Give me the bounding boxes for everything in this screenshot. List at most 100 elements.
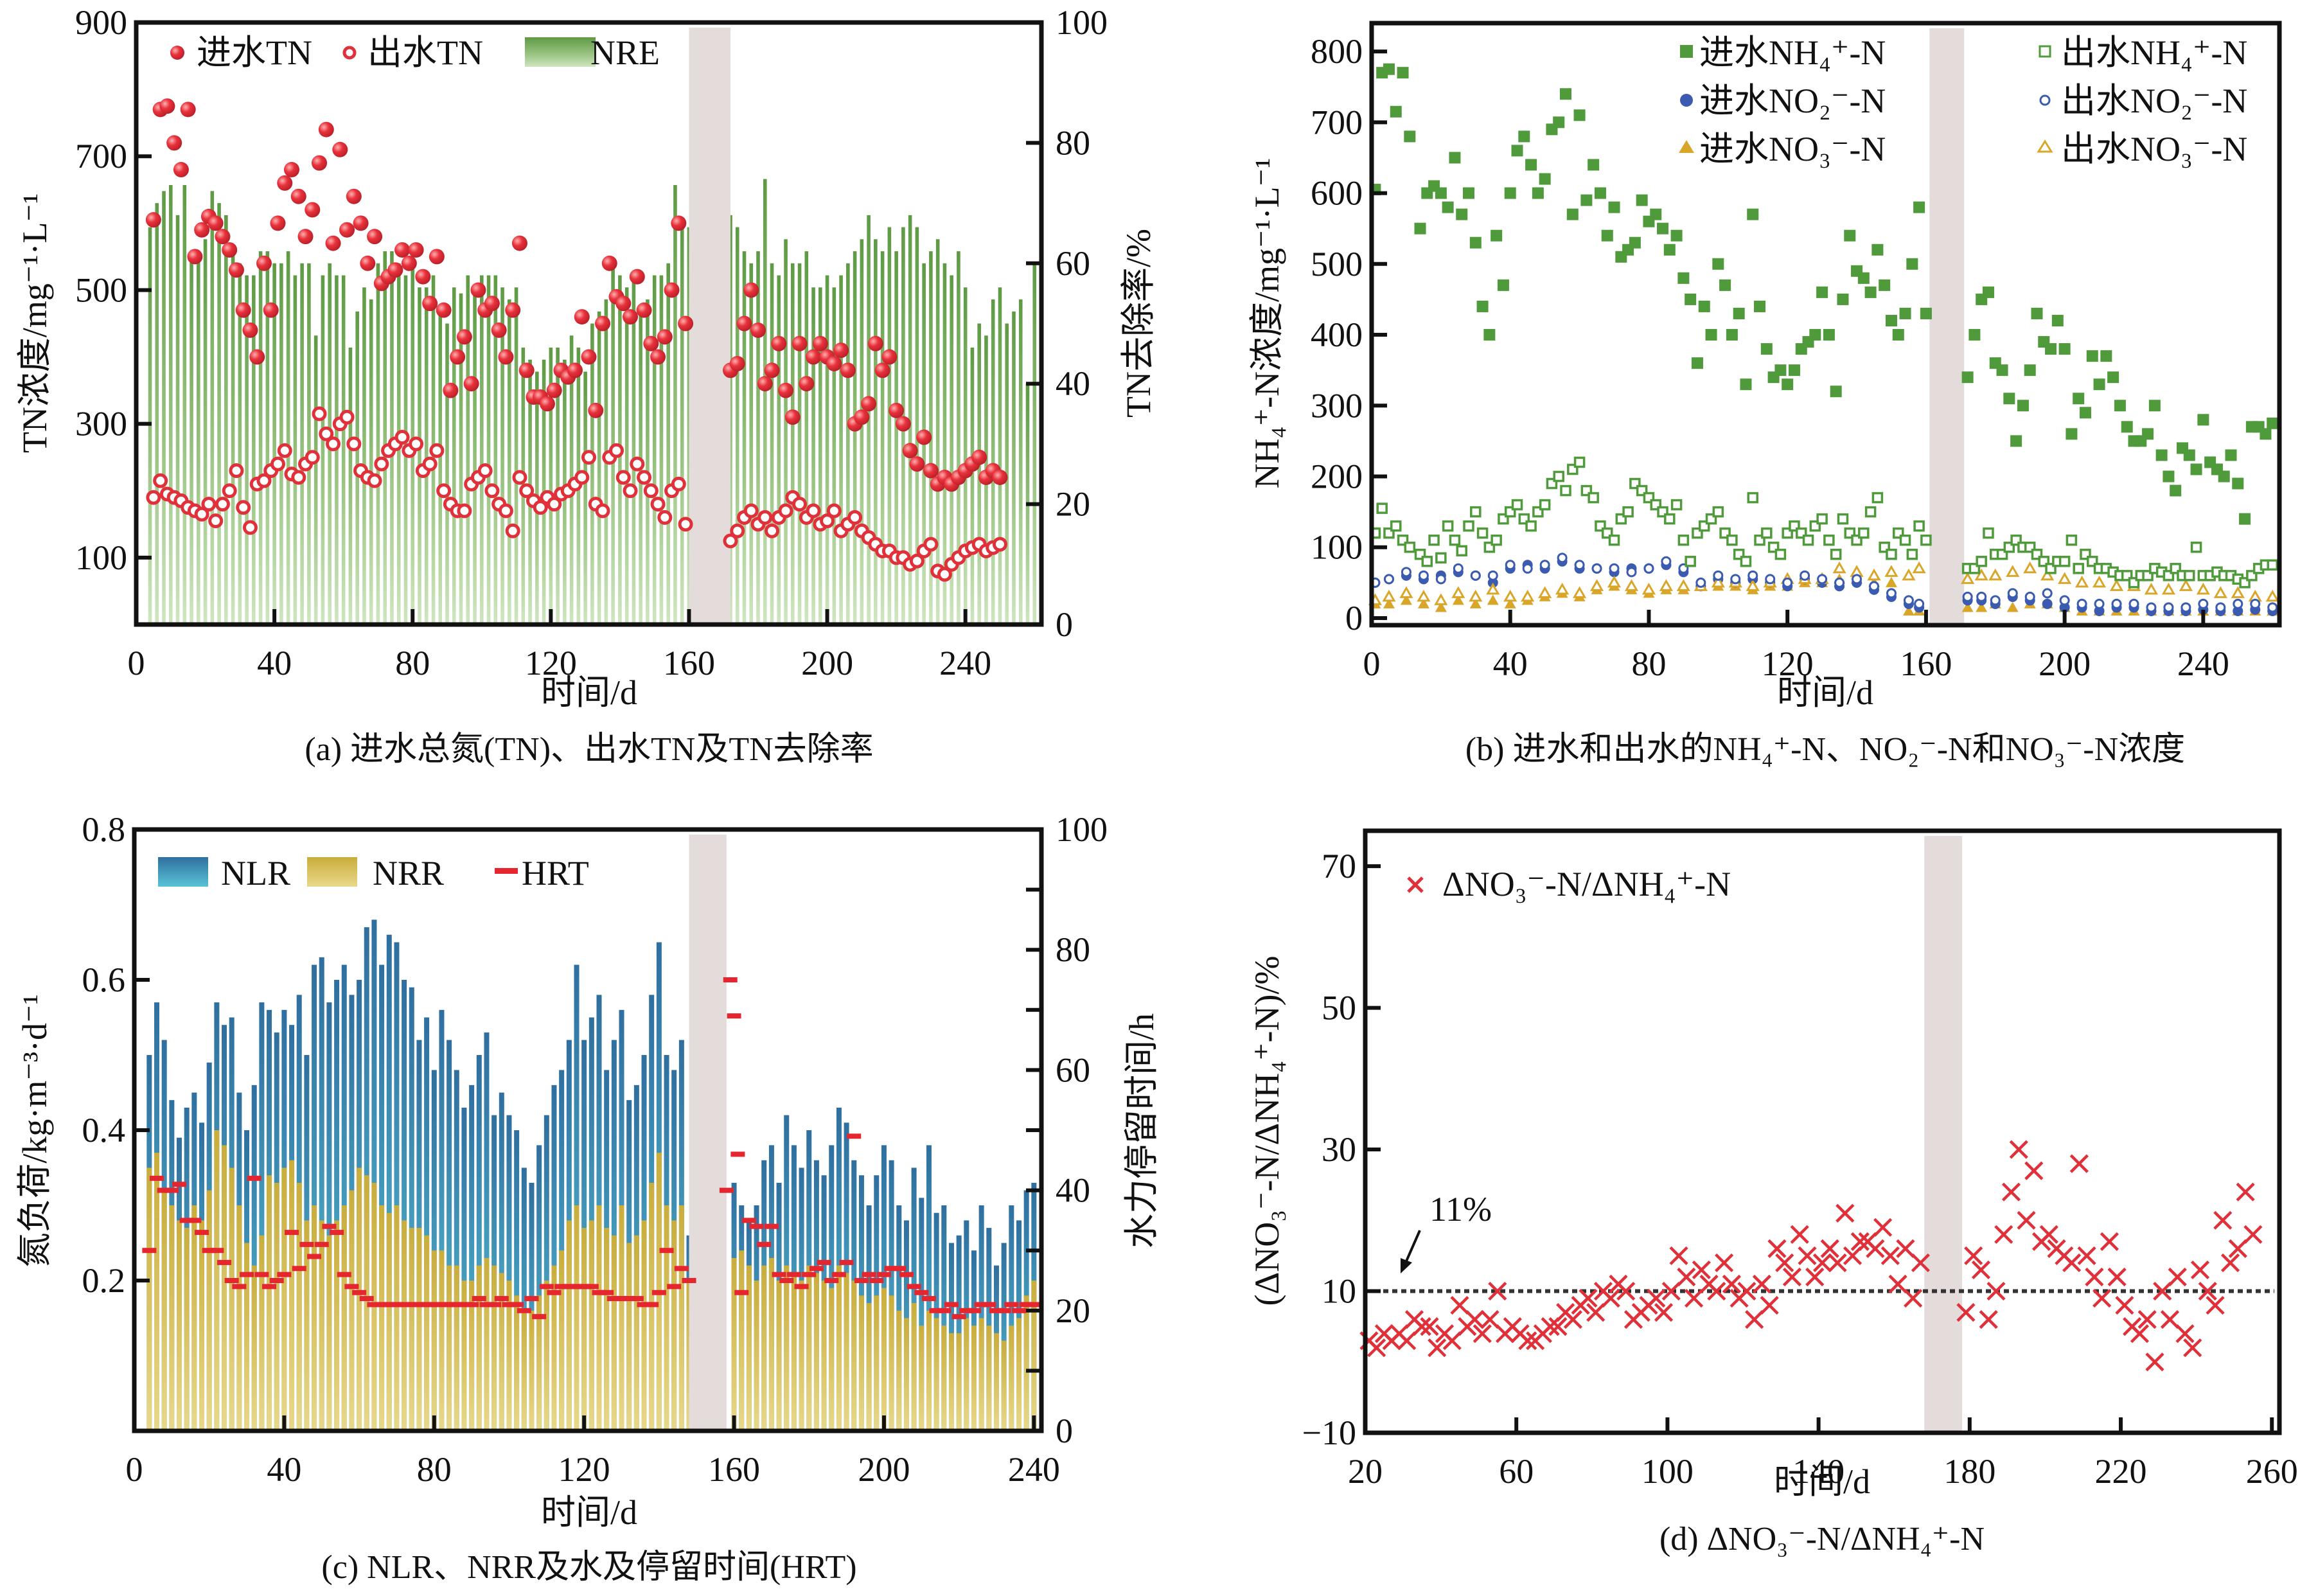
nrr-bar [919,1326,924,1431]
influent-tn-point [312,155,328,171]
nrr-bar [768,1257,774,1431]
caption: (d) ΔNO₃⁻-N/ΔNH₄⁺-N [1659,1521,1985,1557]
influent-tn-point [318,121,334,137]
hrt-mark [254,1272,269,1277]
influent-nh4-point [1982,286,1994,298]
hrt-mark [996,1308,1011,1313]
influent-tn-point [339,222,355,238]
effluent-no3-point [1884,565,1898,577]
effluent-no2-point [1852,574,1862,585]
legend: ΔNO₃⁻-N/ΔNH₄⁺-N [1407,865,1731,903]
hrt-mark [1027,1302,1041,1308]
influent-nh4-point [1879,279,1891,291]
hrt-mark [884,1266,899,1272]
ratio-point [1465,1310,1485,1329]
nrr-bar [986,1326,992,1431]
y-axis-title: TN浓度/mg⁻¹·L⁻¹ [15,193,54,453]
hrt-mark [247,1175,261,1181]
x-tick-label: 40 [257,644,292,682]
effluent-nh4-point [1622,506,1634,518]
hrt-mark [824,1278,839,1283]
influent-nh4-point [1594,187,1606,199]
hrt-mark [375,1302,389,1308]
ratio-point [1888,1274,1907,1294]
influent-tn-point [736,315,752,332]
effluent-no3-point [1902,568,1916,581]
hrt-mark [569,1284,584,1290]
y-tick-label: 0.4 [82,1111,126,1149]
plot-frame [1369,21,2282,628]
nrr-bar [633,1235,639,1431]
influent-nh4-point [2218,470,2230,483]
nre-bar [508,299,511,625]
x-tick-label: 220 [2095,1452,2147,1491]
influent-nh4-point [2079,407,2091,419]
hrt-mark [554,1284,569,1290]
hrt-mark [479,1302,494,1308]
hrt-mark [1019,1302,1034,1308]
influent-tn-point [415,269,431,285]
effluent-no3-point [1555,582,1570,595]
influent-nh4-point [1857,272,1870,284]
x-tick-label: 200 [2039,644,2091,683]
effluent-no3-point [2109,579,2124,591]
nre-bar [445,323,449,625]
effluent-tn-point [422,456,438,472]
hrt-mark [262,1284,277,1290]
hrt-mark [352,1290,367,1295]
influent-tn-point [159,98,175,114]
hrt-mark [651,1290,666,1295]
nre-bar [190,251,193,625]
nre-bar [797,263,802,625]
influent-nh4-point [1809,329,1821,341]
nrr-bar [402,1220,407,1431]
effluent-no2-point [1695,577,1706,588]
nlr-bar [424,1017,430,1431]
nrr-bar [559,1250,565,1431]
nre-bar [265,251,270,625]
effluent-no2-point [1435,574,1446,585]
effluent-tn-point [256,473,272,488]
influent-nh4-point [1404,130,1416,143]
ratio-point [1767,1239,1787,1258]
nlr-bar [941,1205,947,1431]
y-axis-right-title: 水力停留时间/h [1122,1013,1161,1248]
nrr-bar [626,1243,632,1431]
nrr-bar [941,1326,947,1431]
nre-bar [894,251,898,625]
legend-label: 进水NO₂⁻-N [1699,82,1886,120]
hrt-mark [404,1302,419,1308]
influent-nh4-point [1397,67,1409,79]
nrr-bar [791,1273,797,1431]
effluent-no3-point [1434,593,1448,605]
nre-bar [763,179,767,625]
hrt-mark [382,1302,396,1308]
influent-tn-point [574,309,590,325]
influent-tn-point [601,255,617,271]
effluent-tn-point [609,443,624,458]
y-tick-label: 0.6 [82,961,126,999]
effluent-tn-point [643,483,659,499]
y-tick-label: 0 [1345,599,1363,637]
influent-no3-point [1400,594,1412,605]
ratio-point [1850,1232,1870,1251]
hrt-mark [532,1314,547,1320]
influent-nh4-point [1906,258,1918,270]
nre-bar [252,275,256,625]
influent-nh4-point [1920,307,1932,319]
nlr-bar [402,980,407,1431]
influent-tn-point [450,349,466,365]
influent-no2-point [2233,605,2243,616]
ratio-point [1692,1260,1711,1280]
ratio-point [1971,1260,1991,1280]
y-right-tick-label: 80 [1056,123,1090,162]
ratio-point [2213,1210,2233,1230]
influent-tn-point [678,315,694,332]
ratio-point [1586,1303,1606,1322]
hrt-mark [772,1272,786,1277]
influent-tn-point [498,349,514,365]
nre-bar [1032,263,1037,625]
influent-nh4-point [1747,208,1759,220]
ratio-point [2130,1324,2150,1343]
y-right-tick-label: 0 [1056,605,1073,644]
